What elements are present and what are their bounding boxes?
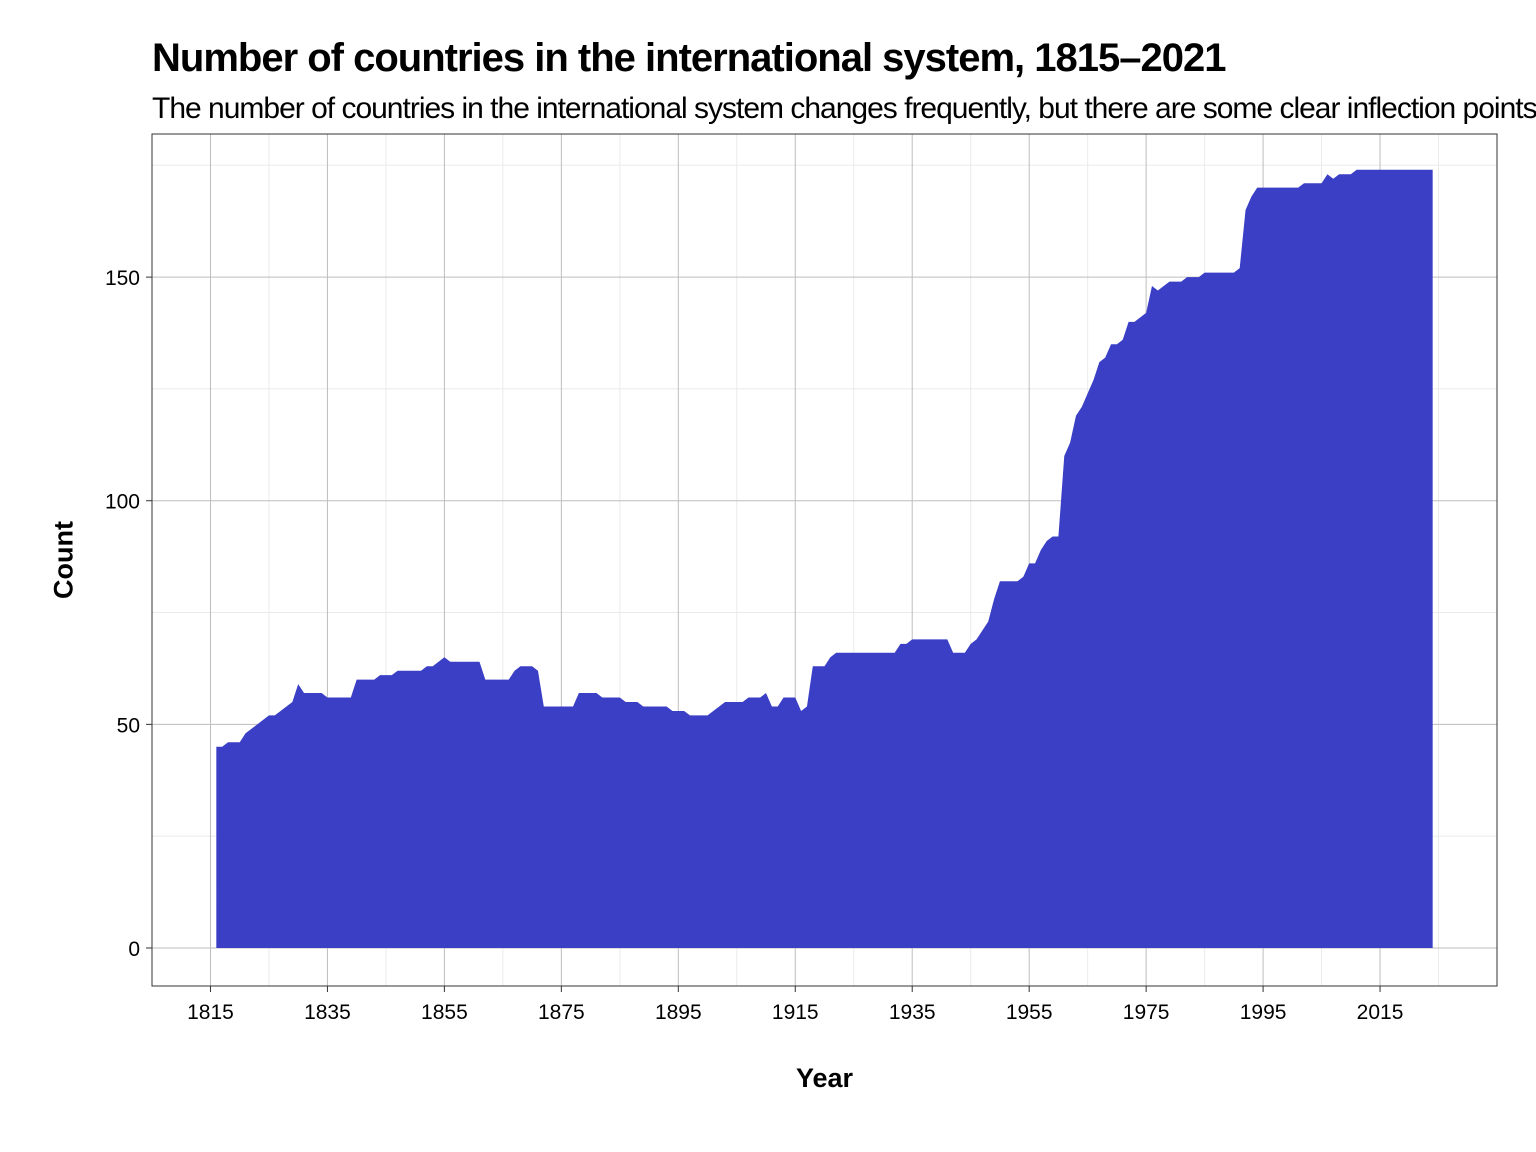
- x-tick-label: 1975: [1123, 1001, 1170, 1024]
- x-axis-title: Year: [796, 1063, 854, 1093]
- x-tick-label: 1855: [421, 1001, 468, 1024]
- y-axis-title: Count: [48, 521, 78, 599]
- y-tick-label: 100: [105, 491, 140, 514]
- y-axis-ticks: 0 50 100 150: [105, 267, 152, 961]
- data-area-layer: [216, 169, 1433, 948]
- plot-panel-border: [151, 133, 1498, 987]
- x-tick-label: 1935: [889, 1001, 936, 1024]
- x-tick-label: 1875: [538, 1001, 585, 1024]
- x-tick-label: 1915: [772, 1001, 819, 1024]
- x-tick-label: 1995: [1240, 1001, 1287, 1024]
- y-tick-label: 150: [105, 267, 140, 290]
- x-tick-label: 1815: [187, 1001, 234, 1024]
- x-tick-label: 1895: [655, 1001, 702, 1024]
- y-tick-label: 0: [128, 938, 140, 961]
- y-tick-label: 50: [117, 714, 140, 737]
- x-axis-ticks: 1815 1835 1855 1875 1895 1915 1935 1955 1975 1995…: [187, 986, 1403, 1024]
- x-tick-label: 2015: [1357, 1001, 1404, 1024]
- chart-title: Number of countries in the international…: [152, 36, 1226, 80]
- x-tick-label: 1955: [1006, 1001, 1053, 1024]
- x-tick-label: 1835: [304, 1001, 351, 1024]
- chart-subtitle: The number of countries in the internati…: [152, 92, 1536, 125]
- data-area: [216, 169, 1433, 948]
